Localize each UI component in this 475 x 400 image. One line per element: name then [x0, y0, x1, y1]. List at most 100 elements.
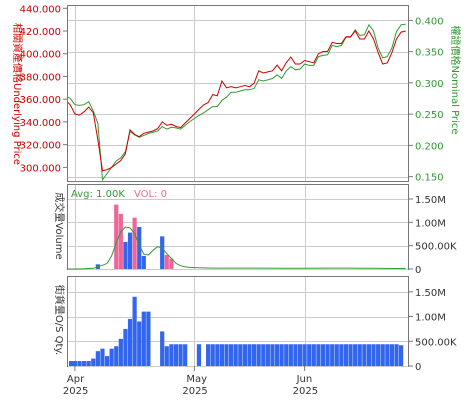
os-qty-bar-63	[353, 344, 358, 366]
os-qty-bar-73	[399, 345, 404, 366]
os-qty-bar-39	[242, 344, 247, 366]
os-qty-bar-16	[137, 321, 142, 366]
price-lines	[67, 23, 406, 182]
volume-bar-6	[137, 227, 142, 269]
os-qty-bar-51	[297, 344, 303, 366]
os-qty-bar-67	[371, 344, 376, 366]
volume-average-line	[68, 226, 406, 270]
volume-axis-title: 成交量Volume	[53, 192, 66, 259]
volume-bar-1	[114, 204, 119, 269]
month-label-1: May	[186, 374, 207, 385]
os-qty-bars	[69, 296, 404, 366]
os-qty-bar-4	[81, 361, 87, 366]
volume-bar-2	[118, 213, 123, 269]
volume-bar-10	[169, 258, 174, 269]
underlying-tick-label-7: 300.000	[20, 163, 61, 174]
os-qty-bar-59	[334, 344, 339, 366]
os-qty-bar-66	[366, 344, 372, 366]
os-qty-bar-61	[343, 344, 349, 366]
underlying-tick-label-0: 440.000	[20, 4, 61, 15]
os-qty-bar-8	[100, 348, 105, 366]
os-qty-bar-33	[215, 344, 220, 366]
volume-bar-3	[123, 241, 128, 269]
month-label-2: Jun	[296, 374, 313, 385]
os-qty-bar-56	[320, 344, 326, 366]
os-qty-bar-71	[389, 344, 395, 366]
os-qty-bar-70	[385, 344, 390, 366]
volume-tick-label-2: 500.00K	[415, 242, 457, 253]
os-qty-bar-36	[229, 344, 234, 366]
nominal-tick-label-5: 0.150	[415, 173, 444, 184]
os-qty-bar-72	[394, 344, 399, 366]
os-qty-bar-6	[91, 358, 96, 366]
os-qty-bar-47	[279, 344, 284, 366]
underlying-price-line	[67, 29, 406, 172]
year-label-2: 2025	[293, 386, 318, 397]
os-qty-bar-22	[164, 346, 169, 366]
os-qty-bar-2	[72, 361, 77, 366]
os-qty-panel-frame	[67, 276, 409, 367]
os-qty-bar-44	[265, 344, 270, 366]
nominal-tick-label-1: 0.350	[415, 48, 444, 59]
nominal-price-line	[67, 23, 406, 182]
avg-legend: Avg: 1.00K	[71, 189, 125, 200]
os-qty-bar-1	[69, 361, 74, 366]
os-qty-bar-64	[357, 344, 362, 366]
os-qty-bar-42	[256, 344, 261, 366]
underlying-tick-label-4: 360.000	[20, 95, 61, 106]
os-qty-bar-21	[160, 331, 165, 366]
nominal-price-ticks: 0.400 0.350 0.300 0.250 0.200 0.150	[408, 16, 444, 184]
os-qty-bar-45	[270, 344, 275, 366]
os-qty-bar-3	[77, 361, 82, 366]
os-qty-bar-46	[274, 344, 280, 366]
os-qty-bar-49	[288, 344, 293, 366]
os-qty-bar-25	[178, 344, 183, 366]
os-qty-grid	[68, 277, 408, 367]
volume-ticks: 1.50M 1.00M 500.00K 0	[408, 195, 457, 276]
os-qty-bar-62	[348, 344, 353, 366]
underlying-tick-label-2: 400.000	[20, 50, 61, 61]
os-qty-bar-23	[169, 344, 174, 366]
os-qty-bar-15	[132, 296, 137, 366]
os-qty-bar-55	[316, 344, 321, 366]
os-qty-bar-60	[339, 344, 344, 366]
os-qty-bar-50	[293, 344, 298, 366]
year-label-1: 2025	[182, 386, 207, 397]
os-qty-bar-35	[224, 344, 229, 366]
os-qty-tick-label-3: 0	[415, 362, 421, 373]
os-qty-bar-13	[123, 328, 128, 366]
os-qty-bar-26	[183, 344, 188, 366]
volume-bar-9	[164, 255, 169, 269]
volume-tick-label-1: 1.00M	[415, 218, 446, 229]
volume-bars	[95, 204, 174, 269]
os-qty-bar-7	[95, 351, 100, 366]
os-qty-bar-5	[86, 361, 91, 366]
nominal-tick-label-0: 0.400	[415, 16, 444, 27]
os-qty-bar-57	[325, 344, 330, 366]
os-qty-bar-10	[109, 348, 114, 366]
os-qty-tick-label-1: 1.00M	[415, 313, 446, 324]
os-qty-bar-65	[362, 344, 367, 366]
os-qty-bar-53	[307, 344, 312, 366]
os-qty-bar-41	[251, 344, 257, 366]
os-qty-bar-18	[146, 311, 151, 366]
os-qty-bar-48	[284, 344, 289, 366]
volume-bar-5	[132, 217, 137, 269]
month-label-0: Apr	[67, 374, 85, 385]
os-qty-axis-title: 街貨量O/S Qty.	[53, 285, 66, 355]
volume-average-polyline	[68, 226, 406, 270]
os-qty-bar-40	[247, 344, 252, 366]
nominal-price-axis-title: 權證價格Nominal Price	[449, 26, 462, 135]
os-qty-bar-37	[233, 344, 238, 366]
os-qty-bar-69	[380, 344, 385, 366]
os-qty-bar-34	[219, 344, 225, 366]
os-qty-bar-12	[118, 338, 123, 366]
os-qty-bar-9	[104, 356, 110, 366]
underlying-tick-label-1: 420.000	[20, 27, 61, 38]
os-qty-bar-68	[376, 344, 381, 366]
os-qty-tick-label-0: 1.50M	[415, 288, 446, 299]
volume-bar-7	[141, 255, 146, 269]
os-qty-bar-14	[127, 319, 133, 366]
underlying-tick-label-5: 340.000	[20, 118, 61, 129]
